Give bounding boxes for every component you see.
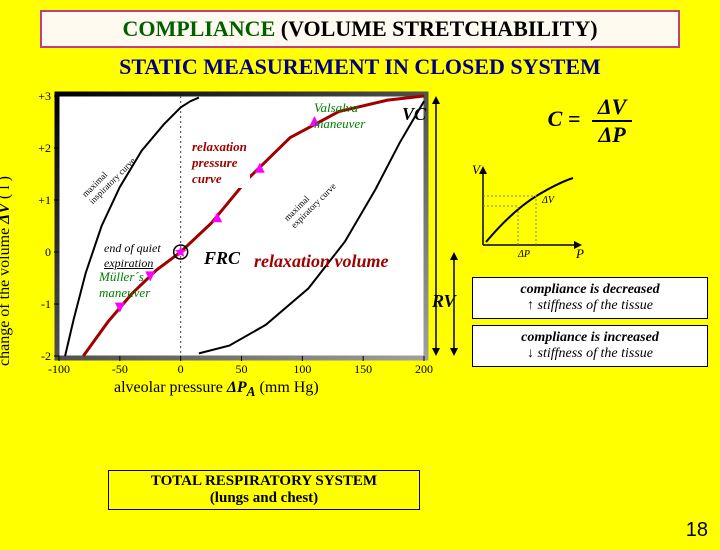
vc-label: VC [402, 104, 426, 125]
svg-text:0: 0 [45, 245, 51, 259]
rv-label: RV [432, 291, 456, 312]
svg-text:+2: +2 [38, 141, 51, 155]
svg-text:+3: +3 [38, 89, 51, 103]
mini-pv-chart: V P ΔV ΔP [468, 160, 588, 260]
svg-text:-2: -2 [41, 349, 51, 363]
relaxation-volume-label: relaxation volume [254, 251, 389, 272]
svg-text:-1: -1 [41, 297, 51, 311]
mini-p-label: P [575, 246, 584, 260]
mini-dv-label: ΔV [541, 195, 556, 206]
svg-text:150: 150 [354, 362, 372, 376]
frc-label: FRC [204, 248, 240, 269]
title-banner: COMPLIANCE (VOLUME STRETCHABILITY) [40, 10, 680, 48]
mini-dp-label: ΔP [517, 249, 530, 260]
valsalva-label: Valsalva maneuver [314, 100, 365, 132]
mini-v-label: V [472, 162, 482, 177]
muller-label: Müller´s maneuver [99, 269, 150, 301]
svg-text:200: 200 [415, 362, 433, 376]
end-quiet-label: end of quiet expiration [104, 241, 161, 271]
subtitle: STATIC MEASUREMENT IN CLOSED SYSTEM [0, 54, 720, 80]
slide-number: 18 [686, 519, 708, 542]
svg-text:-100: -100 [48, 362, 70, 376]
y-axis-label: change of the volume ΔV ( l ) [0, 176, 14, 366]
total-respiratory-box: TOTAL RESPIRATORY SYSTEM (lungs and ches… [108, 470, 420, 510]
title-paren: (VOLUME STRETCHABILITY) [281, 16, 598, 41]
svg-text:0: 0 [178, 362, 184, 376]
compliance-formula: C = ΔV ΔP [468, 94, 712, 148]
compliance-increased-box: compliance is increased ↓ stiffness of t… [472, 325, 708, 367]
svg-text:+1: +1 [38, 193, 51, 207]
compliance-decreased-box: compliance is decreased ↑ stiffness of t… [472, 277, 708, 319]
x-axis-label: alveolar pressure ΔPA (mm Hg) [114, 379, 319, 400]
main-row: -2 -1 0 +1 +2 +3 -100 -50 0 50 100 150 200 change o… [0, 86, 720, 426]
chart-area: -2-10+1+2+3 -100-50050100150200 change o… [4, 86, 464, 426]
relaxation-curve-label: relaxation pressure curve [189, 138, 250, 188]
svg-text:50: 50 [236, 362, 248, 376]
title-main: COMPLIANCE [122, 16, 275, 41]
svg-text:-50: -50 [112, 362, 128, 376]
svg-text:100: 100 [293, 362, 311, 376]
right-column: C = ΔV ΔP V P ΔV ΔP compliance is decrea… [464, 86, 720, 426]
vc-arrow [432, 96, 440, 356]
